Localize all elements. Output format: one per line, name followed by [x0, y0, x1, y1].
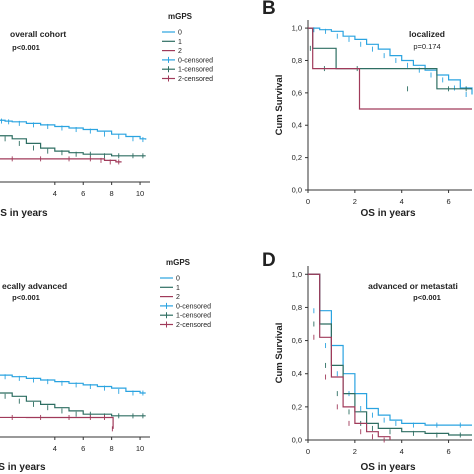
survival-curve — [308, 273, 472, 426]
x-tick-label: 10 — [136, 189, 144, 198]
p-value: p<0.001 — [12, 293, 40, 302]
legend-label: 0 — [178, 30, 182, 37]
panel-title: localized — [409, 29, 445, 39]
x-axis-label: OS in years — [360, 208, 415, 219]
y-tick-label: 0,0 — [292, 436, 302, 445]
y-axis-label: Cum Survival — [274, 75, 285, 136]
survival-curve — [308, 27, 472, 90]
survival-curve — [0, 374, 146, 394]
x-tick-label: 2 — [353, 447, 357, 456]
p-value: p=0.174 — [413, 42, 440, 51]
legend-label: 2-censored — [178, 76, 213, 83]
x-tick-label: 4 — [400, 197, 404, 206]
y-tick-label: 0,4 — [292, 121, 302, 130]
km-panel-b: 0 2 4 6 0,0 0,2 0,4 0,6 0,8 1,0 localized p=0.174 OS… — [262, 0, 473, 219]
x-tick-label: 6 — [81, 444, 85, 453]
legend-label: 2-censored — [176, 322, 211, 329]
legend-label: 1-censored — [178, 67, 213, 74]
legend-label: 1 — [176, 285, 180, 292]
legend: mGPS 0 1 2 0-censored 1-censored 2-censored — [160, 258, 211, 329]
x-tick-label: 0 — [306, 197, 310, 206]
legend: mGPS 0 1 2 0-censored 1-censored 2-censored — [162, 12, 213, 83]
panel-letter: D — [262, 250, 276, 271]
x-tick-label: 6 — [446, 197, 450, 206]
survival-curve — [0, 158, 122, 163]
survival-curve — [0, 416, 114, 429]
survival-curve — [308, 273, 472, 436]
survival-curve — [0, 119, 147, 140]
legend-label: 0-censored — [178, 57, 213, 64]
legend-title: mGPS — [166, 258, 191, 267]
x-tick-label: 2 — [353, 197, 357, 206]
x-axis-label: OS in years — [360, 462, 415, 473]
legend-label: 2 — [178, 48, 182, 55]
y-tick-label: 0,6 — [292, 336, 302, 345]
y-tick-label: 0,4 — [292, 369, 302, 378]
y-tick-label: 0,8 — [292, 56, 302, 65]
survival-curve — [308, 273, 391, 440]
panel-title: overall cohort — [10, 29, 66, 39]
x-tick-label: 4 — [400, 447, 404, 456]
x-tick-label: 8 — [110, 189, 114, 198]
panel-letter: B — [262, 0, 276, 19]
y-tick-label: 0,2 — [292, 153, 302, 162]
legend-label: 0-censored — [176, 303, 211, 310]
x-axis-label: OS in years — [0, 208, 48, 219]
y-axis-label: Cum Survival — [274, 323, 285, 384]
legend-label: 1 — [178, 39, 182, 46]
y-tick-label: 0,6 — [292, 88, 302, 97]
x-tick-label: 0 — [306, 447, 310, 456]
panel-title: ecally advanced — [2, 281, 67, 291]
p-value: p<0.001 — [413, 293, 441, 302]
x-tick-label: 8 — [110, 444, 114, 453]
km-panel-d: 0 2 4 6 0,0 0,2 0,4 0,6 0,8 1,0 advanced or metast… — [262, 250, 472, 473]
x-tick-label: 10 — [136, 444, 144, 453]
p-value: p<0.001 — [12, 43, 40, 52]
survival-curve — [308, 27, 473, 95]
legend-title: mGPS — [168, 12, 193, 21]
x-tick-label: 6 — [81, 189, 85, 198]
survival-curve — [0, 135, 146, 157]
x-tick-label: 4 — [53, 444, 57, 453]
x-tick-label: 6 — [446, 447, 450, 456]
y-tick-label: 1,0 — [292, 24, 302, 33]
y-tick-label: 1,0 — [292, 270, 302, 279]
legend-label: 2 — [176, 294, 180, 301]
x-tick-label: 4 — [53, 189, 57, 198]
survival-curve — [0, 392, 146, 417]
y-tick-label: 0,0 — [292, 186, 302, 195]
x-axis-label: OS in years — [0, 462, 46, 473]
y-tick-label: 0,2 — [292, 402, 302, 411]
legend-label: 0 — [176, 276, 180, 283]
legend-label: 1-censored — [176, 313, 211, 320]
y-tick-label: 0,8 — [292, 303, 302, 312]
survival-curve — [308, 27, 472, 110]
panel-title: advanced or metastati — [368, 281, 458, 291]
